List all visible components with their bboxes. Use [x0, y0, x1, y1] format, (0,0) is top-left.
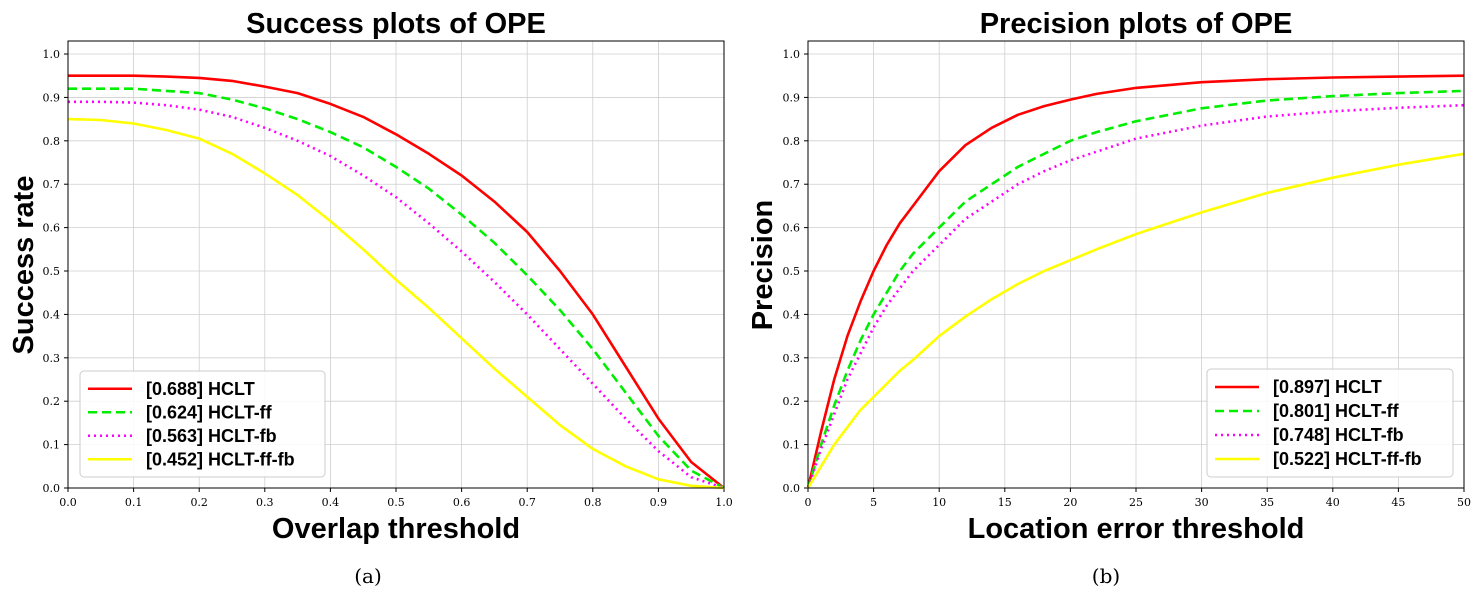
- x-tick-label: 0.5: [387, 496, 405, 509]
- y-tick-label: 0.7: [43, 178, 61, 191]
- panel-caption: (b): [1092, 564, 1120, 588]
- legend-label: [0.897] HCLT: [1273, 377, 1382, 397]
- plot-frame: [807, 40, 1465, 489]
- y-tick-label: 0.0: [783, 482, 801, 495]
- series-line: [68, 87, 725, 490]
- y-tick-label: 0.9: [783, 91, 801, 104]
- x-tick-label: 0.3: [256, 496, 274, 509]
- y-tick-label: 0.4: [43, 308, 61, 321]
- y-tick-label: 0.5: [783, 265, 801, 278]
- series-line: [68, 74, 725, 490]
- x-tick-label: 35: [1260, 496, 1274, 509]
- y-axis-label: Success rate: [8, 176, 40, 355]
- success-plot-panel: Success plots of OPE 0.00.10.20.30.40.50…: [8, 8, 733, 588]
- y-axis-label: Precision: [747, 200, 779, 331]
- y-tick-label: 0.6: [43, 222, 61, 235]
- legend-label: [0.452] HCLT-ff-fb: [146, 449, 295, 469]
- y-tick-label: 0.0: [43, 482, 61, 495]
- y-tick-labels: 0.0 0.1 0.2 0.3 0.4 0.5 0.6 0.7 0.8 0.9 1.0: [783, 48, 808, 495]
- x-tick-label: 30: [1195, 496, 1209, 509]
- y-tick-label: 1.0: [783, 48, 801, 61]
- y-tick-label: 0.6: [783, 222, 801, 235]
- series-line: [806, 152, 1465, 489]
- series-line: [67, 117, 725, 490]
- series-line: [806, 74, 1465, 489]
- chart-title: Precision plots of OPE: [980, 8, 1293, 40]
- legend-label: [0.688] HCLT: [146, 379, 255, 399]
- x-tick-label: 25: [1129, 496, 1143, 509]
- series-lines: [67, 74, 725, 490]
- x-tick-label: 15: [998, 496, 1012, 509]
- x-tick-labels: 0 5 10 15 20 25 30 35 40 45 50: [805, 488, 1471, 509]
- y-tick-label: 1.0: [43, 48, 61, 61]
- y-tick-label: 0.2: [43, 395, 61, 408]
- y-tick-label: 0.7: [783, 178, 801, 191]
- panel-caption: (a): [354, 564, 382, 588]
- y-tick-label: 0.4: [783, 308, 801, 321]
- legend: [0.688] HCLT [0.624] HCLT-ff [0.563] HCLT-…: [79, 370, 326, 478]
- y-tick-label: 0.2: [783, 395, 801, 408]
- legend-label: [0.624] HCLT-ff: [146, 402, 273, 422]
- y-tick-label: 0.9: [43, 91, 61, 104]
- x-axis-label: Overlap threshold: [272, 513, 520, 545]
- precision-plot-panel: Precision plots of OPE 0.00.10.20.30.40.…: [747, 8, 1471, 588]
- legend-box: [1206, 368, 1454, 478]
- legend-label: [0.801] HCLT-ff: [1273, 401, 1400, 421]
- y-tick-label: 0.8: [783, 135, 801, 148]
- series-line: [68, 100, 725, 490]
- x-tick-label: 40: [1326, 496, 1340, 509]
- legend-label: [0.522] HCLT-ff-fb: [1273, 449, 1422, 469]
- series-line: [806, 89, 1465, 489]
- x-tick-label: 0.0: [59, 496, 77, 509]
- legend-label: [0.563] HCLT-fb: [146, 426, 277, 446]
- legend: [0.897] HCLT [0.801] HCLT-ff [0.748] HCLT-…: [1206, 368, 1454, 478]
- x-tick-label: 5: [870, 496, 877, 509]
- x-tick-label: 0.7: [518, 496, 536, 509]
- series-lines: [806, 74, 1465, 489]
- x-tick-label: 0.2: [190, 496, 208, 509]
- x-tick-label: 0.8: [584, 496, 602, 509]
- x-tick-label: 0.1: [125, 496, 143, 509]
- chart-title: Success plots of OPE: [246, 8, 546, 40]
- x-axis-label: Location error threshold: [968, 513, 1305, 545]
- legend-label: [0.748] HCLT-fb: [1273, 425, 1404, 445]
- x-tick-labels: 0.0 0.1 0.2 0.3 0.4 0.5 0.6 0.7 0.8 0.9 1.0: [59, 488, 733, 509]
- y-tick-label: 0.3: [43, 352, 61, 365]
- x-tick-label: 50: [1457, 496, 1471, 509]
- x-tick-label: 10: [932, 496, 946, 509]
- y-tick-label: 0.1: [43, 439, 61, 452]
- y-tick-label: 0.8: [43, 135, 61, 148]
- legend-box: [79, 370, 326, 478]
- y-tick-label: 0.1: [783, 439, 801, 452]
- y-tick-labels: 0.0 0.1 0.2 0.3 0.4 0.5 0.6 0.7 0.8 0.9 1.0: [43, 48, 68, 495]
- x-tick-label: 0: [805, 496, 812, 509]
- x-tick-label: 1.0: [715, 496, 733, 509]
- x-tick-label: 0.6: [453, 496, 471, 509]
- x-tick-label: 45: [1391, 496, 1405, 509]
- x-tick-label: 0.4: [322, 496, 340, 509]
- plot-frame: [67, 40, 725, 489]
- y-tick-label: 0.3: [783, 352, 801, 365]
- x-tick-label: 20: [1063, 496, 1077, 509]
- y-tick-label: 0.5: [43, 265, 61, 278]
- series-line: [806, 103, 1465, 489]
- x-tick-label: 0.9: [650, 496, 668, 509]
